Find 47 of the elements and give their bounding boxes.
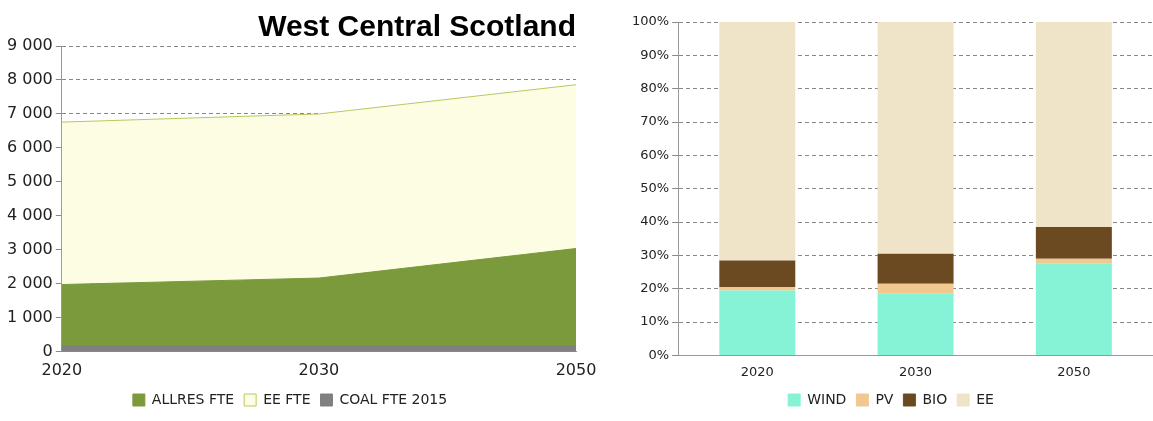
bar	[719, 260, 796, 288]
bar	[877, 253, 954, 284]
y-tick-label: 5 000	[6, 171, 53, 191]
x-tick-label: 2030	[298, 359, 340, 379]
y-tick-label: 100%	[631, 13, 670, 29]
y-tick-label: 3 000	[6, 239, 53, 259]
y-tick-label: 20%	[640, 280, 670, 296]
y-tick-label: 90%	[640, 46, 670, 62]
x-tick-label: 2050	[555, 359, 597, 379]
bar	[719, 290, 796, 355]
legend-label: PV	[875, 390, 894, 407]
y-tick-label: 0	[42, 340, 53, 360]
bar	[1035, 258, 1112, 264]
y-tick-label: 50%	[640, 180, 670, 196]
bar	[1035, 22, 1112, 228]
y-tick-label: 7 000	[6, 103, 53, 123]
bar	[877, 283, 954, 294]
legend-label: ALLRES FTE	[151, 390, 235, 407]
x-tick-label: 2050	[1057, 363, 1091, 379]
legend-label: EE	[976, 390, 994, 407]
y-tick-label: 60%	[640, 146, 670, 162]
bar	[877, 22, 954, 254]
bar	[1035, 227, 1112, 259]
y-tick-label: 4 000	[6, 205, 53, 225]
y-tick-label: 80%	[640, 80, 670, 96]
y-tick-label: 70%	[640, 113, 670, 129]
y-tick-label: 6 000	[6, 137, 53, 157]
y-tick-label: 9 000	[6, 35, 53, 55]
x-tick-label: 2030	[899, 363, 933, 379]
y-tick-label: 40%	[640, 213, 670, 229]
y-tick-label: 8 000	[6, 69, 53, 89]
y-tick-label: 2 000	[6, 273, 53, 292]
legend-label: WIND	[807, 390, 847, 407]
chart-title: West Central Scotland	[258, 9, 576, 43]
bar	[719, 22, 796, 261]
x-tick-label: 2020	[740, 363, 774, 379]
y-tick-label: 1 000	[6, 306, 53, 326]
x-tick-label: 2020	[41, 359, 83, 379]
bar	[1035, 263, 1112, 355]
legend-label: EE FTE	[263, 390, 311, 407]
legend-label: BIO	[922, 390, 948, 407]
y-tick-label: 10%	[640, 313, 670, 329]
y-tick-label: 0%	[648, 346, 670, 362]
y-tick-label: 30%	[640, 246, 670, 262]
legend-label: COAL FTE 2015	[339, 390, 448, 407]
bar	[877, 293, 954, 355]
bar	[719, 287, 796, 291]
